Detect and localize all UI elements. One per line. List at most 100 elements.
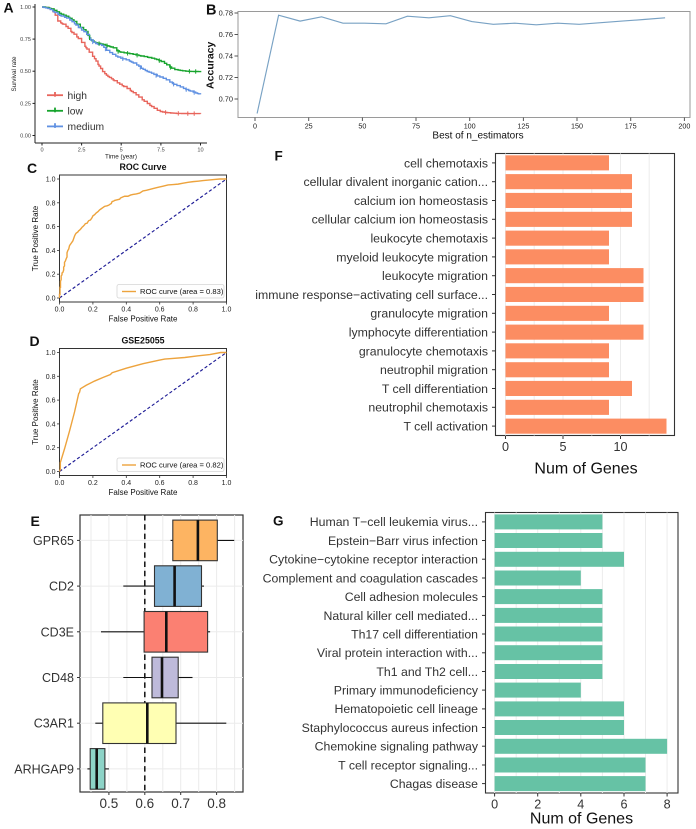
svg-text:7.5: 7.5 <box>157 148 165 154</box>
svg-text:0.75: 0.75 <box>20 37 31 43</box>
svg-text:0.0: 0.0 <box>55 307 65 314</box>
svg-text:D: D <box>30 333 40 349</box>
svg-text:150: 150 <box>571 122 583 131</box>
svg-text:low: low <box>68 106 84 117</box>
svg-text:Num of Genes: Num of Genes <box>534 461 637 478</box>
svg-text:Th1 and Th2 cell...: Th1 and Th2 cell... <box>376 665 478 679</box>
svg-text:A: A <box>4 0 14 16</box>
svg-text:Complement and coagulation cas: Complement and coagulation cascades <box>263 571 478 585</box>
svg-text:ROC curve (area = 0.82): ROC curve (area = 0.82) <box>140 461 224 470</box>
svg-text:ROC Curve: ROC Curve <box>120 162 167 172</box>
svg-text:0.7: 0.7 <box>171 796 190 811</box>
svg-text:0.76: 0.76 <box>219 30 233 39</box>
svg-text:lymphocyte differentiation: lymphocyte differentiation <box>349 326 488 340</box>
svg-text:0.0: 0.0 <box>46 296 56 303</box>
svg-text:ROC curve (area = 0.83): ROC curve (area = 0.83) <box>140 287 224 296</box>
svg-text:high: high <box>68 91 88 102</box>
svg-text:0.6: 0.6 <box>46 224 56 231</box>
svg-text:10: 10 <box>197 148 203 154</box>
svg-text:2.5: 2.5 <box>78 148 86 154</box>
svg-text:Cytokine−cytokine receptor int: Cytokine−cytokine receptor interaction <box>269 553 478 567</box>
svg-text:0: 0 <box>40 148 43 154</box>
svg-text:0: 0 <box>491 798 498 812</box>
svg-text:0.6: 0.6 <box>155 480 165 487</box>
svg-text:0.2: 0.2 <box>46 272 56 279</box>
svg-text:0.4: 0.4 <box>46 421 56 428</box>
svg-text:0.8: 0.8 <box>188 480 198 487</box>
svg-text:Num of Genes: Num of Genes <box>530 811 633 828</box>
svg-text:C3AR1: C3AR1 <box>34 717 74 731</box>
svg-text:2: 2 <box>534 798 541 812</box>
svg-text:1.00: 1.00 <box>20 5 31 11</box>
svg-text:0.74: 0.74 <box>219 52 233 61</box>
svg-text:0.0: 0.0 <box>46 469 56 476</box>
svg-text:0: 0 <box>253 122 257 131</box>
svg-text:0.72: 0.72 <box>219 73 233 82</box>
svg-text:25: 25 <box>305 122 313 131</box>
svg-text:0.8: 0.8 <box>207 796 226 811</box>
svg-text:6: 6 <box>620 798 627 812</box>
svg-text:0: 0 <box>502 440 509 454</box>
svg-text:Natural killer cell mediated..: Natural killer cell mediated... <box>324 609 478 623</box>
svg-text:immune response−activating cel: immune response−activating cell surface.… <box>255 288 488 302</box>
svg-text:C: C <box>27 160 37 176</box>
svg-text:0.5: 0.5 <box>100 796 119 811</box>
svg-text:F: F <box>275 149 283 164</box>
svg-text:False Positive Rate: False Positive Rate <box>109 315 178 324</box>
svg-text:cellular calcium ion homeostas: cellular calcium ion homeostasis <box>312 213 488 227</box>
svg-text:T cell activation: T cell activation <box>403 420 488 434</box>
svg-text:0.2: 0.2 <box>46 445 56 452</box>
svg-text:calcium ion homeostasis: calcium ion homeostasis <box>354 194 488 208</box>
svg-text:1.0: 1.0 <box>46 177 56 184</box>
svg-text:200: 200 <box>678 122 690 131</box>
svg-text:CD3E: CD3E <box>41 625 74 639</box>
svg-text:0.70: 0.70 <box>219 95 233 104</box>
svg-text:T cell receptor signaling...: T cell receptor signaling... <box>338 758 478 772</box>
svg-text:Chagas disease: Chagas disease <box>390 777 478 791</box>
svg-text:Th17 cell differentiation: Th17 cell differentiation <box>351 627 478 641</box>
svg-text:50: 50 <box>358 122 366 131</box>
svg-text:4: 4 <box>577 798 584 812</box>
svg-text:Hematopoietic cell lineage: Hematopoietic cell lineage <box>334 702 478 716</box>
svg-text:100: 100 <box>464 122 476 131</box>
svg-text:T cell differentiation: T cell differentiation <box>382 382 488 396</box>
svg-text:Staphylococcus aureus infectio: Staphylococcus aureus infection <box>302 721 479 735</box>
svg-text:myeloid leukocyte migration: myeloid leukocyte migration <box>336 250 488 264</box>
svg-text:0.4: 0.4 <box>121 307 131 314</box>
svg-text:leukocyte chemotaxis: leukocyte chemotaxis <box>370 232 488 246</box>
svg-text:GPR65: GPR65 <box>33 534 74 548</box>
svg-text:E: E <box>31 513 40 529</box>
svg-text:True Positive Rate: True Positive Rate <box>31 205 40 271</box>
svg-text:0.0: 0.0 <box>55 480 65 487</box>
svg-text:cell chemotaxis: cell chemotaxis <box>404 156 488 170</box>
svg-text:0.4: 0.4 <box>46 248 56 255</box>
svg-text:Survival rate: Survival rate <box>11 56 18 91</box>
svg-text:Chemokine signaling pathway: Chemokine signaling pathway <box>315 740 479 754</box>
svg-text:neutrophil migration: neutrophil migration <box>380 363 488 377</box>
svg-text:10: 10 <box>613 440 627 454</box>
svg-text:0.6: 0.6 <box>46 398 56 405</box>
svg-text:B: B <box>206 3 216 19</box>
svg-text:True Positive Rate: True Positive Rate <box>31 379 40 445</box>
svg-text:0.6: 0.6 <box>155 307 165 314</box>
svg-text:G: G <box>273 514 284 529</box>
svg-text:Time (year): Time (year) <box>105 154 137 161</box>
svg-text:CD2: CD2 <box>49 580 74 594</box>
svg-text:0.50: 0.50 <box>20 69 31 75</box>
svg-text:neutrophil chemotaxis: neutrophil chemotaxis <box>368 401 488 415</box>
svg-text:1.0: 1.0 <box>46 350 56 357</box>
svg-text:ARHGAP9: ARHGAP9 <box>14 762 74 776</box>
svg-text:0.2: 0.2 <box>88 480 98 487</box>
svg-text:Human T−cell leukemia virus...: Human T−cell leukemia virus... <box>310 515 478 529</box>
svg-text:granulocyte migration: granulocyte migration <box>370 307 488 321</box>
svg-text:Accuracy: Accuracy <box>205 41 217 88</box>
svg-text:0.78: 0.78 <box>219 9 233 18</box>
svg-text:1.0: 1.0 <box>222 307 232 314</box>
svg-text:0.2: 0.2 <box>88 307 98 314</box>
svg-text:Viral protein interaction with: Viral protein interaction with... <box>317 646 478 660</box>
svg-text:0.00: 0.00 <box>20 134 31 140</box>
svg-text:5: 5 <box>559 440 566 454</box>
svg-text:0.8: 0.8 <box>188 307 198 314</box>
svg-text:Cell adhesion molecules: Cell adhesion molecules <box>345 590 478 604</box>
svg-text:0.25: 0.25 <box>20 101 31 107</box>
